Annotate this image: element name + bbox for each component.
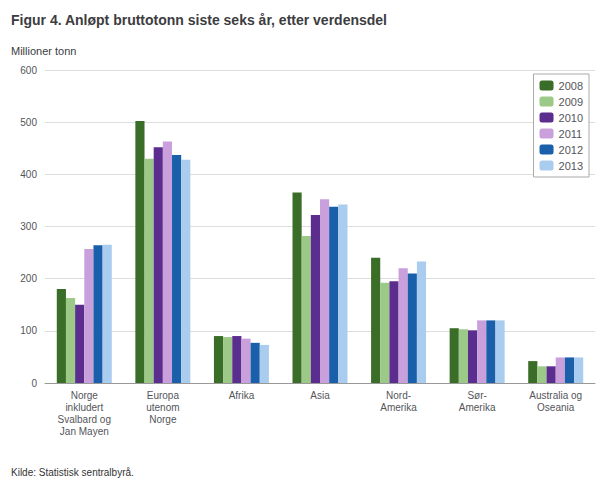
svg-text:Europa: Europa: [147, 390, 180, 401]
svg-text:500: 500: [20, 117, 37, 128]
svg-text:Nord-: Nord-: [386, 390, 411, 401]
svg-text:Norge: Norge: [149, 414, 177, 425]
svg-text:Amerika: Amerika: [380, 402, 417, 413]
svg-text:utenom: utenom: [146, 402, 179, 413]
svg-text:2013: 2013: [559, 160, 583, 172]
svg-text:2010: 2010: [559, 112, 583, 124]
svg-text:600: 600: [20, 65, 37, 76]
svg-text:Sør-: Sør-: [467, 390, 486, 401]
svg-text:200: 200: [20, 273, 37, 284]
svg-text:100: 100: [20, 325, 37, 336]
svg-text:Asia: Asia: [310, 390, 330, 401]
svg-text:2012: 2012: [559, 144, 583, 156]
svg-text:Australia og: Australia og: [529, 390, 582, 401]
svg-text:inkludert: inkludert: [65, 402, 103, 413]
svg-text:2009: 2009: [559, 96, 583, 108]
svg-text:Millioner tonn: Millioner tonn: [11, 45, 76, 57]
svg-text:Jan Mayen: Jan Mayen: [60, 426, 109, 437]
svg-text:300: 300: [20, 221, 37, 232]
svg-text:Afrika: Afrika: [229, 390, 255, 401]
svg-text:400: 400: [20, 169, 37, 180]
svg-text:2011: 2011: [559, 128, 583, 140]
svg-text:Kilde: Statistisk sentralbyrå.: Kilde: Statistisk sentralbyrå.: [11, 467, 134, 478]
svg-text:Svalbard og: Svalbard og: [58, 414, 111, 425]
svg-text:Norge: Norge: [71, 390, 99, 401]
svg-text:Amerika: Amerika: [459, 402, 496, 413]
svg-text:Figur 4. Anløpt bruttotonn sis: Figur 4. Anløpt bruttotonn siste seks år…: [11, 12, 387, 28]
svg-text:2008: 2008: [559, 80, 583, 92]
svg-text:Oseania: Oseania: [537, 402, 575, 413]
svg-text:0: 0: [31, 378, 37, 389]
